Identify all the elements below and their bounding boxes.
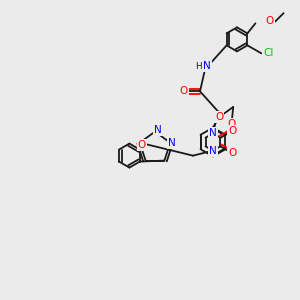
Text: O: O	[227, 119, 236, 129]
Text: N: N	[168, 138, 176, 148]
Text: O: O	[229, 148, 237, 158]
Text: O: O	[138, 140, 146, 150]
Text: H: H	[195, 62, 201, 71]
Text: O: O	[265, 16, 274, 26]
Text: N: N	[209, 128, 217, 138]
Text: N: N	[209, 146, 217, 156]
Text: O: O	[215, 112, 223, 122]
Text: Cl: Cl	[263, 48, 274, 59]
Text: N: N	[154, 124, 162, 135]
Text: N: N	[203, 61, 211, 71]
Text: O: O	[180, 86, 188, 96]
Text: O: O	[229, 126, 237, 136]
